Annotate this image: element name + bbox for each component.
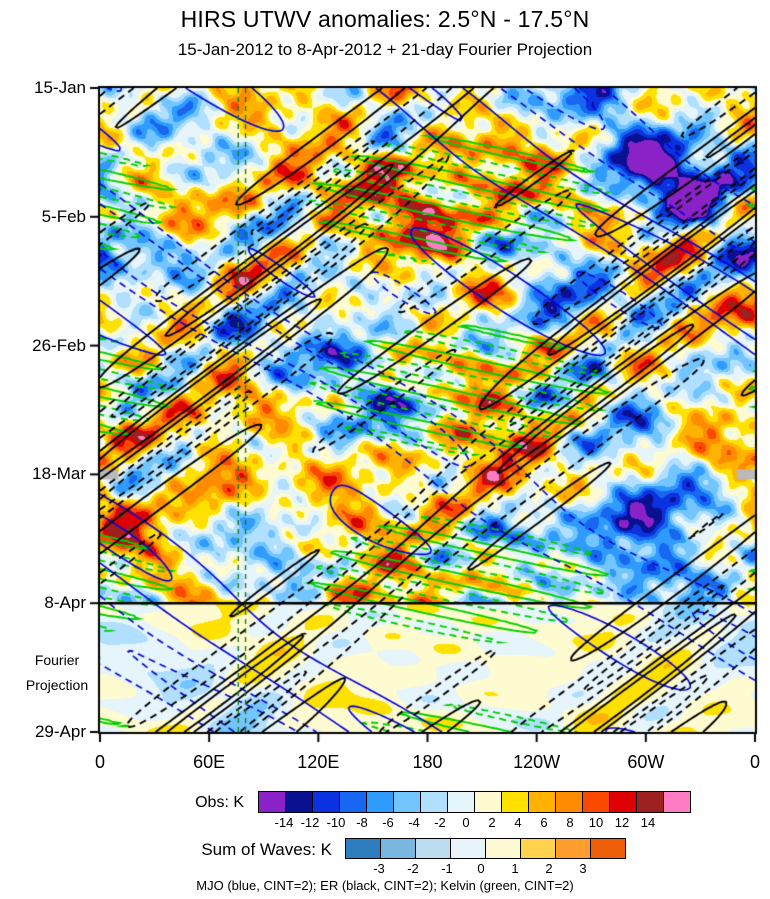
x-tick-label: 60W [627, 752, 665, 772]
obs-colorbar [258, 791, 691, 813]
colorbar-segment [485, 838, 521, 859]
y-tick-label: 29-Apr [34, 722, 86, 741]
y-tick-label: 18-Mar [32, 464, 86, 484]
fourier-projection-label-line1: Fourier [34, 652, 80, 668]
colorbar-tick-label: 2 [545, 861, 553, 876]
colorbar-segment [520, 838, 556, 859]
colorbar-tick-label: 2 [488, 815, 496, 830]
colorbar-tick-label: -3 [373, 861, 385, 876]
colorbar-tick-label: 6 [540, 815, 548, 830]
colorbar-tick-label: 3 [579, 861, 587, 876]
x-tick-label: 0 [94, 752, 105, 772]
colorbar-segment [339, 791, 367, 813]
waves-colorbar-label: Sum of Waves: K [201, 840, 332, 859]
colorbar-tick-label: -12 [300, 815, 320, 830]
colorbar-segment [258, 791, 286, 813]
colorbar-segment [590, 838, 626, 859]
colorbar-tick-label: 0 [477, 861, 485, 876]
colorbar-segment [555, 791, 583, 813]
colorbar-segment [636, 791, 664, 813]
chart-title: HIRS UTWV anomalies: 2.5°N - 17.5°N [180, 6, 590, 32]
colorbar-tick-label: -2 [434, 815, 446, 830]
colorbar-segment [380, 838, 416, 859]
chart-subtitle: 15-Jan-2012 to 8-Apr-2012 + 21-day Fouri… [177, 40, 593, 59]
colorbar-tick-label: 14 [640, 815, 656, 830]
fourier-projection-label: Fourier Projection [14, 648, 100, 698]
waves-colorbar [345, 838, 626, 859]
colorbar-segment [474, 791, 502, 813]
colorbar-segment [582, 791, 610, 813]
x-tick-label: 120E [297, 752, 340, 772]
colorbar-segment [420, 791, 448, 813]
colorbar-tick-label: -6 [382, 815, 394, 830]
y-tick-label: 5-Feb [41, 206, 86, 226]
colorbar-tick-label: 4 [514, 815, 522, 830]
colorbar-segment [393, 791, 421, 813]
colorbar-tick-label: -14 [274, 815, 294, 830]
colorbar-tick-label: -4 [408, 815, 420, 830]
colorbar-tick-label: 12 [614, 815, 630, 830]
colorbar-segment [366, 791, 394, 813]
x-tick-label: 60E [193, 752, 226, 772]
colorbar-segment [555, 838, 591, 859]
colorbar-segment [415, 838, 451, 859]
colorbar-segment [312, 791, 340, 813]
y-tick-label: 26-Feb [32, 335, 86, 355]
colorbar-segment [345, 838, 381, 859]
y-tick-label: 15-Jan [34, 78, 86, 97]
x-tick-label: 180 [412, 752, 443, 772]
colorbar-segment [528, 791, 556, 813]
obs-colorbar-label: Obs: K [195, 794, 244, 811]
contour-legend-caption: MJO (blue, CINT=2); ER (black, CINT=2); … [196, 878, 574, 893]
colorbar-segment [447, 791, 475, 813]
colorbar-tick-label: -1 [441, 861, 453, 876]
colorbar-segment [450, 838, 486, 859]
colorbar-tick-label: -8 [356, 815, 368, 830]
x-tick-label: 0 [749, 752, 760, 772]
colorbar-segment [285, 791, 313, 813]
colorbar-segment [663, 791, 691, 813]
colorbar-tick-label: 1 [511, 861, 519, 876]
x-tick-label: 120W [513, 752, 561, 772]
colorbar-tick-label: 0 [462, 815, 470, 830]
colorbar-tick-label: -10 [326, 815, 346, 830]
colorbar-segment [501, 791, 529, 813]
colorbar-tick-label: 10 [588, 815, 604, 830]
colorbar-segment [609, 791, 637, 813]
y-tick-label: 8-Apr [44, 593, 86, 613]
colorbar-tick-label: 8 [566, 815, 574, 830]
fourier-projection-label-line2: Projection [25, 677, 89, 693]
colorbar-tick-label: -2 [407, 861, 419, 876]
